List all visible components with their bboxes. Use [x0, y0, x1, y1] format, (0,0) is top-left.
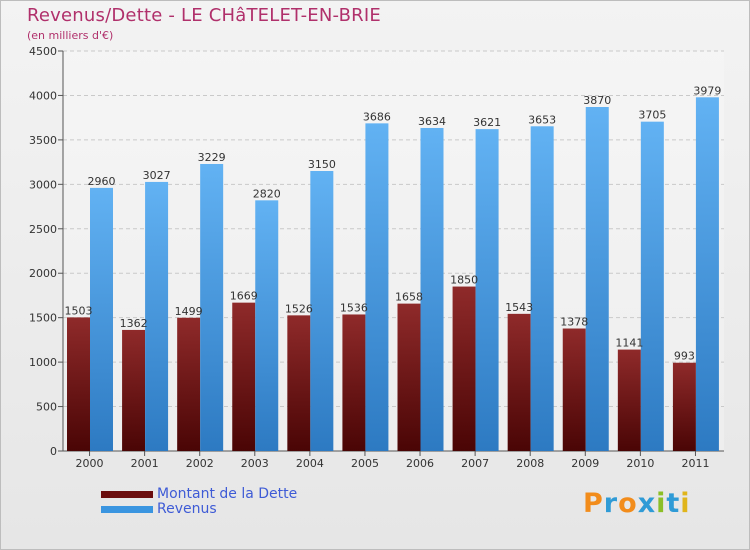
bar-dette — [397, 303, 421, 451]
data-label-dette: 1141 — [615, 337, 643, 350]
data-label-revenus: 2960 — [88, 175, 116, 188]
data-label-dette: 1850 — [450, 274, 478, 287]
legend-label-dette: Montant de la Dette — [157, 486, 298, 502]
x-tick-label: 2007 — [461, 457, 489, 470]
data-label-dette: 1669 — [230, 290, 258, 303]
bar-dette — [562, 328, 586, 451]
data-label-dette: 1378 — [560, 316, 588, 329]
y-tick-label: 3500 — [29, 134, 57, 147]
y-tick-label: 4000 — [29, 89, 57, 102]
bar-revenus — [640, 121, 664, 452]
x-tick-label: 2001 — [131, 457, 159, 470]
data-label-revenus: 3634 — [418, 115, 446, 128]
y-tick-label: 0 — [50, 445, 57, 458]
x-tick-label: 2011 — [681, 457, 709, 470]
bar-dette — [177, 317, 201, 451]
x-tick-label: 2008 — [516, 457, 544, 470]
data-label-revenus: 3686 — [363, 110, 391, 123]
bar-dette — [232, 302, 256, 451]
data-label-dette: 1503 — [65, 304, 93, 317]
x-tick-label: 2004 — [296, 457, 324, 470]
y-tick-label: 3000 — [29, 178, 57, 191]
x-tick-label: 2009 — [571, 457, 599, 470]
data-label-dette: 1362 — [120, 317, 148, 330]
data-label-revenus: 3621 — [473, 116, 501, 129]
plot-area — [63, 51, 724, 451]
data-label-revenus: 3027 — [143, 169, 171, 182]
y-tick-label: 1500 — [29, 312, 57, 325]
bar-revenus — [530, 126, 554, 452]
y-tick-label: 2000 — [29, 267, 57, 280]
bar-revenus — [255, 200, 279, 451]
bar-dette — [342, 314, 366, 451]
data-label-revenus: 3979 — [693, 84, 721, 97]
bar-dette — [287, 315, 311, 451]
data-label-dette: 1499 — [175, 305, 203, 318]
bar-dette — [672, 362, 696, 451]
data-label-revenus: 3229 — [198, 151, 226, 164]
bar-dette — [617, 349, 641, 451]
y-tick-label: 1000 — [29, 356, 57, 369]
x-tick-label: 2010 — [626, 457, 654, 470]
bar-revenus — [585, 107, 609, 451]
legend-swatch-revenus — [101, 506, 153, 513]
chart-title: Revenus/Dette - LE CHâTELET-EN-BRIE — [27, 5, 381, 26]
data-label-revenus: 3705 — [638, 109, 666, 122]
y-tick-label: 2500 — [29, 223, 57, 236]
data-label-revenus: 3870 — [583, 94, 611, 107]
y-tick-label: 500 — [36, 401, 57, 414]
data-label-revenus: 3653 — [528, 113, 556, 126]
data-label-revenus: 3150 — [308, 158, 336, 171]
x-tick-label: 2003 — [241, 457, 269, 470]
bar-dette — [507, 313, 531, 451]
data-label-dette: 1536 — [340, 301, 368, 314]
bar-revenus — [365, 123, 389, 451]
chart-subtitle: (en milliers d'€) — [27, 29, 114, 42]
data-label-dette: 1658 — [395, 291, 423, 304]
proxiti-logo: Proxiti — [583, 488, 691, 519]
bar-dette — [452, 286, 476, 451]
bar-revenus — [145, 181, 169, 451]
data-label-dette: 1526 — [285, 302, 313, 315]
bar-revenus — [310, 171, 334, 451]
data-label-dette: 993 — [674, 350, 695, 363]
x-tick-label: 2005 — [351, 457, 379, 470]
legend-label-revenus: Revenus — [157, 501, 217, 517]
y-tick-label: 4500 — [29, 45, 57, 58]
x-tick-label: 2000 — [76, 457, 104, 470]
bar-revenus — [90, 187, 113, 451]
bar-dette — [67, 317, 90, 451]
data-label-revenus: 2820 — [253, 187, 281, 200]
data-label-dette: 1543 — [505, 301, 533, 314]
legend-swatch-dette — [101, 491, 153, 498]
bar-revenus — [200, 163, 224, 451]
x-tick-label: 2006 — [406, 457, 434, 470]
bar-revenus — [695, 97, 719, 452]
bar-dette — [122, 329, 146, 451]
bar-revenus — [475, 129, 499, 451]
x-tick-label: 2002 — [186, 457, 214, 470]
bar-revenus — [420, 127, 444, 451]
